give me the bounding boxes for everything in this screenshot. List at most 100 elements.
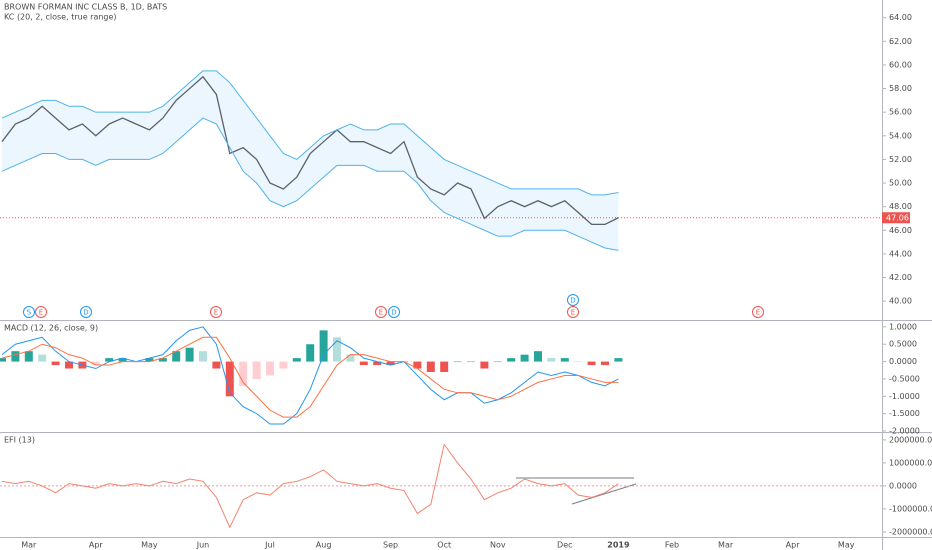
- y-tick-label: -1.5000: [889, 409, 920, 418]
- histogram-bar: [91, 361, 100, 366]
- event-marker: [210, 306, 222, 318]
- histogram-bar: [0, 358, 6, 362]
- x-tick-label: Mar: [21, 541, 37, 550]
- y-tick-label: -2000000.0000: [889, 527, 932, 536]
- indicator-label: EFI (13): [4, 436, 35, 445]
- histogram-bar: [266, 361, 274, 376]
- histogram-bar: [493, 361, 502, 363]
- x-tick-label: 2019: [607, 541, 630, 550]
- y-tick-label: 1000000.0000: [889, 458, 932, 467]
- y-tick-label: 42.00: [889, 273, 912, 282]
- event-marker: [567, 294, 579, 306]
- y-tick-label: 0.5000: [889, 340, 917, 349]
- x-tick-label: Aug: [316, 541, 332, 550]
- histogram-bar: [199, 351, 207, 362]
- x-tick-label: Mar: [718, 541, 734, 550]
- indicator-line: [1, 117, 619, 251]
- last-price-box: [882, 212, 910, 224]
- histogram-bar: [158, 358, 167, 362]
- histogram-bar: [480, 361, 489, 369]
- histogram-bar: [413, 361, 422, 369]
- event-label: E: [756, 309, 760, 317]
- histogram-bar: [212, 361, 221, 369]
- indicator-label: MACD (12, 26, close, 9): [4, 324, 98, 333]
- y-tick-label: 44.00: [889, 249, 912, 258]
- event-label: E: [39, 309, 43, 317]
- histogram-bar: [333, 337, 341, 362]
- histogram-bar: [534, 351, 542, 362]
- y-tick-label: -2.0000: [889, 426, 920, 435]
- event-marker: [375, 306, 387, 318]
- event-label: E: [571, 309, 575, 317]
- y-tick-label: -0.5000: [889, 374, 920, 383]
- x-tick-label: Feb: [665, 541, 679, 550]
- event-marker: [80, 306, 92, 318]
- y-tick-label: -1000000.0000: [889, 504, 932, 513]
- event-marker: [35, 306, 47, 318]
- y-tick-label: 40.00: [889, 297, 912, 306]
- y-tick-label: 1.0000: [889, 322, 917, 331]
- histogram-bar: [440, 361, 449, 372]
- event-label: D: [83, 309, 88, 317]
- event-label: D: [391, 309, 396, 317]
- y-tick-label: 54.00: [889, 131, 912, 140]
- histogram-bar: [105, 358, 114, 362]
- x-tick-label: Oct: [437, 541, 451, 550]
- price-line: [1, 75, 619, 226]
- event-marker: [23, 306, 35, 318]
- histogram-bar: [587, 361, 596, 366]
- histogram-bar: [252, 361, 261, 379]
- histogram-bar: [11, 351, 20, 362]
- y-tick-label: 62.00: [889, 37, 912, 46]
- histogram-bar: [520, 354, 529, 362]
- histogram-bar: [118, 358, 127, 362]
- x-tick-label: Jul: [264, 541, 275, 550]
- indicator-line: [1, 70, 619, 196]
- histogram-bar: [306, 344, 315, 362]
- band-area: [2, 70, 619, 251]
- y-tick-label: -1.0000: [889, 392, 920, 401]
- histogram-bar: [547, 358, 556, 362]
- histogram-bar: [38, 354, 47, 362]
- y-tick-label: 60.00: [889, 60, 912, 69]
- histogram-bar: [65, 361, 73, 369]
- histogram-bar: [453, 361, 462, 363]
- event-label: D: [570, 297, 575, 305]
- histogram-bar: [51, 361, 60, 366]
- histogram-bar: [172, 351, 181, 362]
- histogram-bar: [292, 358, 301, 362]
- indicator-label: KC (20, 2, close, true range): [4, 13, 117, 22]
- last-price-label: 47.06: [886, 214, 909, 223]
- histogram-bar: [386, 361, 395, 366]
- histogram-bar: [24, 351, 33, 362]
- chart-title: BROWN FORMAN INC CLASS B, 1D, BATS: [4, 3, 167, 12]
- histogram-bar: [373, 361, 382, 366]
- x-tick-label: Dec: [557, 541, 572, 550]
- y-tick-label: 64.00: [889, 13, 912, 22]
- histogram-bar: [239, 361, 248, 386]
- histogram-bar: [426, 361, 435, 372]
- y-tick-label: 58.00: [889, 84, 912, 93]
- y-tick-label: 56.00: [889, 108, 912, 117]
- histogram-bar: [145, 358, 154, 362]
- histogram-bar: [507, 358, 516, 362]
- trend-line: [571, 483, 637, 505]
- event-label: E: [214, 309, 218, 317]
- y-tick-label: 52.00: [889, 155, 912, 164]
- x-tick-label: Apr: [89, 541, 104, 550]
- y-tick-label: 50.00: [889, 179, 912, 188]
- histogram-bar: [359, 361, 368, 366]
- histogram-bar: [614, 358, 623, 362]
- histogram-bar: [601, 361, 609, 366]
- histogram-bar: [279, 361, 288, 369]
- x-tick-label: May: [838, 541, 855, 550]
- histogram-bar: [185, 347, 194, 362]
- event-marker: [388, 306, 400, 318]
- histogram-bar: [225, 361, 234, 397]
- y-tick-label: 0.0000: [889, 357, 917, 366]
- indicator-line: [1, 326, 619, 425]
- indicator-line: [1, 336, 619, 418]
- x-tick-label: Apr: [786, 541, 801, 550]
